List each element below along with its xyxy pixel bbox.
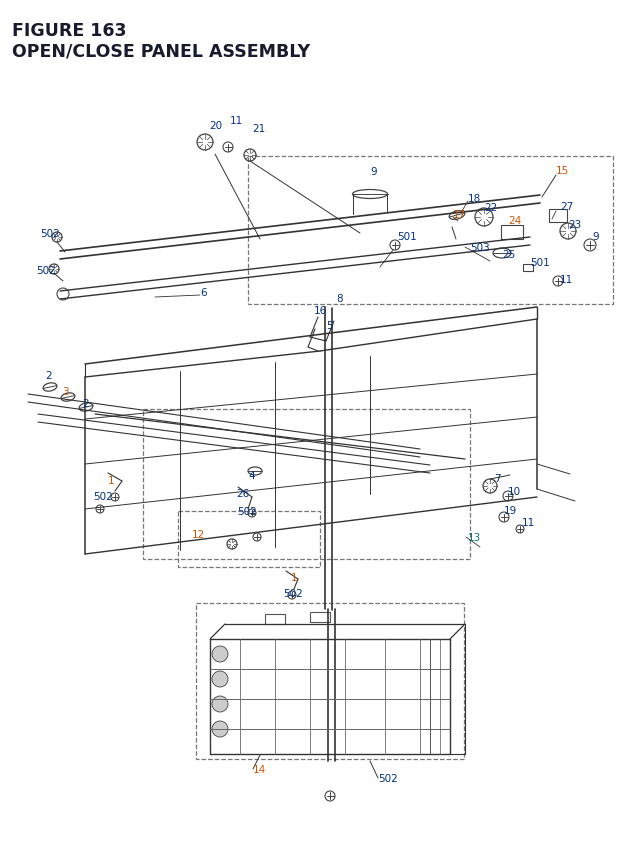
Text: 14: 14	[253, 764, 266, 774]
Text: 7: 7	[494, 474, 500, 483]
Text: 11: 11	[522, 517, 535, 528]
Bar	[265, 614, 285, 624]
Circle shape	[212, 672, 228, 687]
Text: 10: 10	[508, 486, 521, 497]
Text: 502: 502	[283, 588, 303, 598]
Text: 27: 27	[560, 201, 573, 212]
Bar	[501, 226, 523, 239]
Text: 5: 5	[326, 320, 333, 331]
Text: 8: 8	[336, 294, 342, 304]
Bar	[178, 511, 320, 567]
Text: 2: 2	[82, 399, 88, 408]
Bar	[523, 264, 533, 271]
Text: 24: 24	[508, 216, 521, 226]
Text: 11: 11	[230, 116, 243, 126]
Bar	[196, 604, 464, 759]
Circle shape	[212, 722, 228, 737]
Text: 17: 17	[453, 210, 467, 220]
Text: 502: 502	[93, 492, 113, 501]
Bar	[310, 612, 330, 623]
Text: 22: 22	[484, 202, 497, 213]
Text: 3: 3	[62, 387, 68, 397]
Text: 26: 26	[236, 488, 249, 499]
Text: 25: 25	[502, 250, 515, 260]
Text: 12: 12	[192, 530, 205, 539]
Text: 4: 4	[248, 470, 255, 480]
Bar	[549, 209, 567, 222]
Text: 501: 501	[397, 232, 417, 242]
Bar	[248, 157, 613, 305]
Text: 19: 19	[504, 505, 517, 516]
Text: 502: 502	[36, 266, 56, 276]
Text: 502: 502	[237, 506, 257, 517]
Text: 1: 1	[291, 573, 298, 582]
Text: 18: 18	[468, 194, 481, 204]
Text: 503: 503	[470, 243, 490, 253]
Text: 23: 23	[568, 220, 581, 230]
Text: 9: 9	[592, 232, 598, 242]
Text: 1: 1	[108, 475, 115, 486]
Text: 20: 20	[209, 121, 222, 131]
Circle shape	[212, 647, 228, 662]
Text: 501: 501	[530, 257, 550, 268]
Circle shape	[212, 697, 228, 712]
Text: 16: 16	[314, 306, 327, 316]
Text: OPEN/CLOSE PANEL ASSEMBLY: OPEN/CLOSE PANEL ASSEMBLY	[12, 42, 310, 60]
Text: 15: 15	[556, 166, 569, 176]
Text: 11: 11	[560, 275, 573, 285]
Text: 502: 502	[40, 229, 60, 238]
Text: FIGURE 163: FIGURE 163	[12, 22, 127, 40]
Text: 6: 6	[200, 288, 207, 298]
Bar	[143, 410, 470, 560]
Text: 9: 9	[370, 167, 376, 177]
Text: 502: 502	[378, 773, 397, 784]
Text: 2: 2	[45, 370, 52, 381]
Text: 13: 13	[468, 532, 481, 542]
Text: 21: 21	[252, 124, 265, 133]
